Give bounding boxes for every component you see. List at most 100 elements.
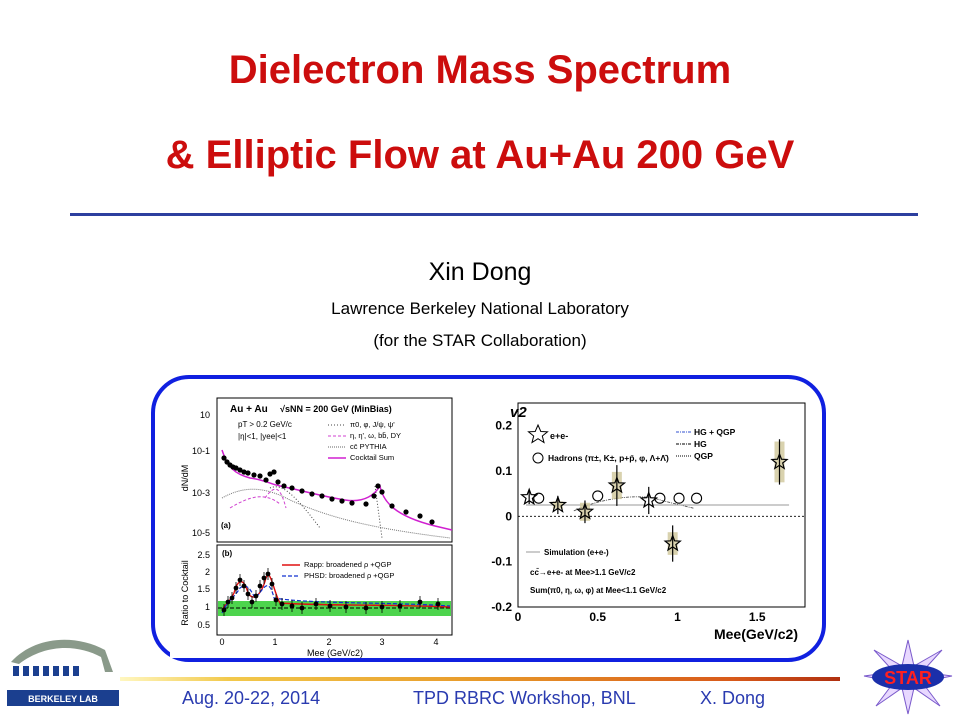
bottom-ytick: 2 bbox=[205, 567, 210, 577]
ratio-point bbox=[269, 581, 275, 587]
v2-data-points bbox=[519, 439, 789, 562]
spectrum-point bbox=[271, 469, 277, 475]
v2-legend-hadrons: Hadrons (π±, K±, p+p̄, φ, Λ+Λ̄) bbox=[548, 453, 669, 463]
bottom-legend-item: Rapp: broadened ρ +QGP bbox=[304, 560, 391, 569]
berkeley-lab-label: BERKELEY LAB bbox=[28, 694, 98, 704]
spectrum-point bbox=[339, 498, 345, 504]
ratio-point bbox=[327, 603, 333, 609]
spectrum-point bbox=[319, 493, 325, 499]
spectrum-point bbox=[241, 469, 247, 475]
spectrum-point bbox=[371, 493, 377, 499]
bottom-xtick: 3 bbox=[379, 637, 384, 647]
spectrum-point bbox=[281, 483, 287, 489]
berkeley-lab-logo: BERKELEY LAB bbox=[7, 639, 119, 706]
spectrum-point bbox=[299, 488, 305, 494]
bottom-xtick: 0 bbox=[219, 637, 224, 647]
spectrum-point bbox=[289, 485, 295, 491]
v2-hadron-point bbox=[691, 492, 703, 504]
spectrum-point bbox=[329, 496, 335, 502]
spectrum-point bbox=[375, 483, 381, 489]
star-logo-text: STAR bbox=[884, 668, 932, 688]
top-legend-item: Cocktail Sum bbox=[350, 453, 394, 462]
slide-title-line2: & Elliptic Flow at Au+Au 200 GeV bbox=[165, 133, 795, 177]
top-ytick: 10 bbox=[200, 410, 210, 420]
footer-date: Aug. 20-22, 2014 bbox=[182, 688, 321, 708]
v2-xticks: 0 0.5 1 1.5 bbox=[515, 610, 766, 624]
ratio-point bbox=[435, 601, 441, 607]
spectrum-point bbox=[389, 503, 395, 509]
v2-ee-point bbox=[548, 495, 568, 513]
bottom-xtick: 1 bbox=[272, 637, 277, 647]
spectrum-point bbox=[417, 513, 423, 519]
collaboration-note: (for the STAR Collaboration) bbox=[373, 331, 587, 350]
ratio-point bbox=[221, 607, 227, 613]
star-logo: STAR bbox=[863, 639, 953, 715]
ratio-points bbox=[221, 568, 441, 616]
spectrum-point bbox=[349, 500, 355, 506]
ratio-point bbox=[265, 571, 271, 577]
ratio-point bbox=[249, 599, 255, 605]
v2-hadron-point bbox=[533, 492, 545, 504]
v2-yticks: 0.2 0.1 0 -0.1 -0.2 bbox=[491, 419, 512, 614]
top-ytick: 10-3 bbox=[192, 488, 210, 498]
spectrum-point bbox=[403, 509, 409, 515]
bottom-ytick: 0.5 bbox=[197, 620, 210, 630]
spectrum-point bbox=[429, 519, 435, 525]
ratio-point bbox=[225, 599, 231, 605]
ratio-point bbox=[233, 585, 239, 591]
v2-ytick: 0 bbox=[505, 509, 512, 523]
top-ytick: 10-5 bbox=[192, 528, 210, 538]
v2-ee-point bbox=[607, 475, 627, 494]
v2-xtick: 0.5 bbox=[589, 610, 606, 624]
ratio-point bbox=[229, 595, 235, 601]
v2-ytick: 0.1 bbox=[495, 464, 512, 478]
ratio-point bbox=[379, 604, 385, 610]
spectrum-point bbox=[245, 470, 251, 476]
mass-spectrum-figure: 10 10-1 10-3 10-5 dN/dM Au + Au √sNN = 2… bbox=[170, 388, 460, 658]
top-header: Au + Au bbox=[230, 404, 268, 415]
footer-gradient-line bbox=[120, 677, 840, 681]
spectrum-point bbox=[237, 467, 243, 473]
spectrum-point bbox=[267, 471, 273, 477]
ratio-point bbox=[279, 601, 285, 607]
slide-title-line1: Dielectron Mass Spectrum bbox=[228, 48, 732, 92]
v2-legend-ee: e+e- bbox=[550, 431, 568, 441]
spectrum-point bbox=[275, 479, 281, 485]
bottom-ytick: 1 bbox=[205, 602, 210, 612]
bottom-ylabel: Ratio to Cocktail bbox=[180, 560, 190, 626]
v2-ytick: 0.2 bbox=[495, 419, 512, 433]
v2-ee-point bbox=[575, 502, 595, 520]
author-affiliation: Lawrence Berkeley National Laboratory bbox=[331, 299, 629, 318]
ratio-point bbox=[363, 605, 369, 611]
title-divider bbox=[70, 213, 918, 216]
ratio-point bbox=[241, 583, 247, 589]
ratio-point bbox=[245, 591, 251, 597]
v2-xtick: 1.5 bbox=[749, 610, 766, 624]
spectrum-point bbox=[263, 477, 269, 483]
v2-legend-model: HG bbox=[694, 439, 707, 449]
top-energy: √sNN = 200 GeV (MinBias) bbox=[280, 404, 392, 414]
bottom-xlabel: Mee (GeV/c2) bbox=[307, 648, 363, 658]
top-panel-label: (a) bbox=[221, 521, 231, 530]
bottom-xtick: 2 bbox=[326, 637, 331, 647]
spectrum-point bbox=[257, 473, 263, 479]
bottom-ytick: 1.5 bbox=[197, 584, 210, 594]
ratio-point bbox=[261, 575, 267, 581]
v2-xtick: 1 bbox=[674, 610, 681, 624]
v2-legend-model: HG + QGP bbox=[694, 427, 736, 437]
v2-legend-bottom: cc̄→e+e- at Mee>1.1 GeV/c2 bbox=[530, 568, 636, 577]
v2-ee-point bbox=[770, 452, 789, 470]
v2-legend-model: QGP bbox=[694, 451, 713, 461]
v2-ytick: -0.2 bbox=[491, 600, 512, 614]
v2-hadron-point bbox=[592, 490, 604, 502]
bottom-ytick: 2.5 bbox=[197, 550, 210, 560]
footer-speaker: X. Dong bbox=[700, 688, 766, 708]
spectrum-point bbox=[233, 465, 239, 471]
top-cut1: pT > 0.2 GeV/c bbox=[238, 420, 292, 429]
ratio-point bbox=[257, 583, 263, 589]
spectrum-point bbox=[221, 455, 227, 461]
ratio-point bbox=[299, 605, 305, 611]
ratio-point bbox=[289, 603, 295, 609]
bottom-legend-item: PHSD: broadened ρ +QGP bbox=[304, 571, 394, 580]
ratio-point bbox=[397, 603, 403, 609]
